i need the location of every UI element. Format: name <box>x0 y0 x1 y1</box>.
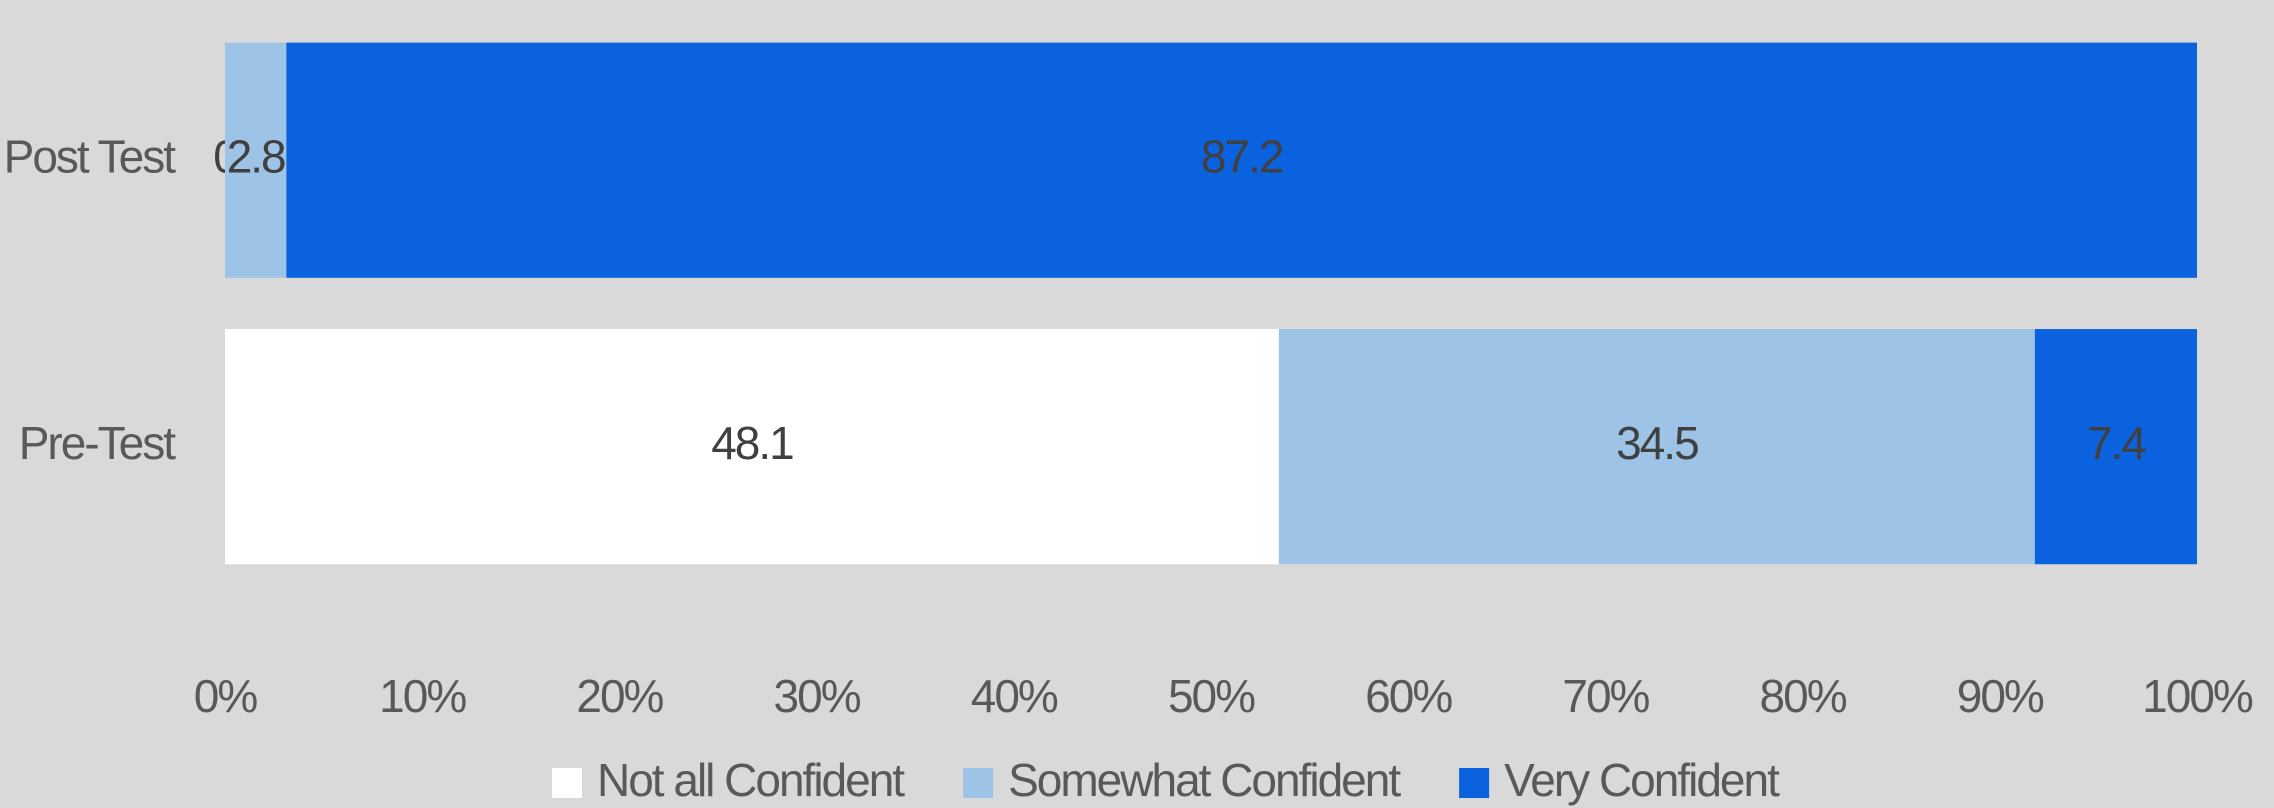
legend-label: Very Confident <box>1504 754 1780 806</box>
bar-segment <box>286 42 2198 278</box>
x-tick-label: 70% <box>1562 670 1649 722</box>
x-tick-label: 80% <box>1760 670 1847 722</box>
x-tick-label: 0% <box>194 670 258 722</box>
data-label: 48.1 <box>711 417 793 469</box>
legend-label: Not all Confident <box>597 754 905 806</box>
x-tick-label: 20% <box>576 670 663 722</box>
x-tick-label: 10% <box>379 670 466 722</box>
legend-swatch <box>552 768 582 798</box>
legend-swatch <box>963 768 994 798</box>
x-tick-label: 60% <box>1365 670 1452 722</box>
data-label: 2.8 <box>227 130 285 182</box>
data-label: 87.2 <box>1201 130 1283 182</box>
legend-label: Somewhat Confident <box>1008 754 1401 806</box>
bar-segment <box>225 329 1279 565</box>
bar-segment <box>2034 329 2197 565</box>
x-tick-label: 50% <box>1168 670 1255 722</box>
y-tick-label: Pre-Test <box>19 417 176 469</box>
x-tick-label: 90% <box>1957 670 2044 722</box>
y-tick-label: Post Test <box>4 130 177 182</box>
legend-swatch <box>1459 768 1490 798</box>
data-label: 7.4 <box>2087 417 2146 469</box>
bar-segment <box>1278 329 2035 565</box>
bar-segment <box>225 42 287 278</box>
x-tick-label: 100% <box>2142 670 2253 722</box>
x-tick-label: 30% <box>774 670 861 722</box>
x-tick-label: 40% <box>971 670 1058 722</box>
data-label: 34.5 <box>1616 417 1698 469</box>
